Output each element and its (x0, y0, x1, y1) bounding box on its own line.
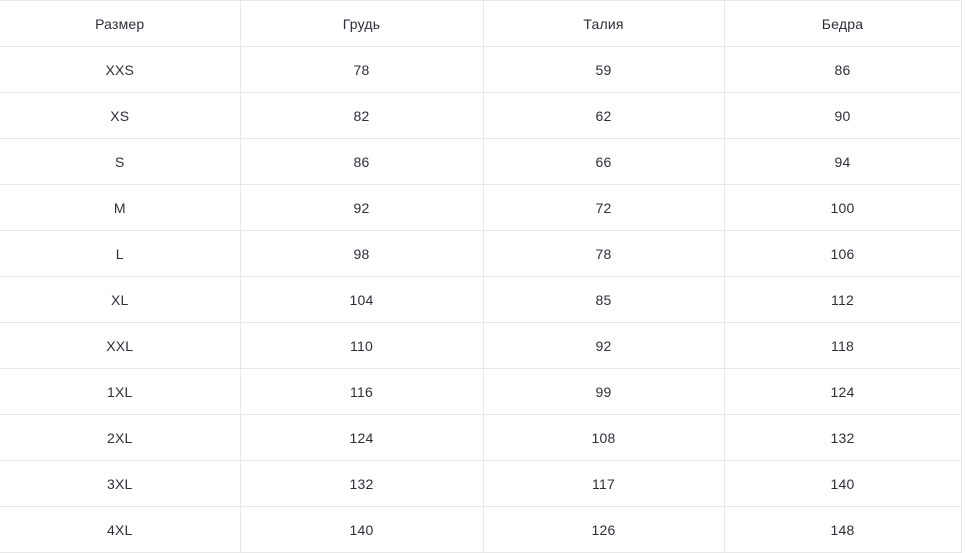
cell-hips: 100 (723, 184, 962, 231)
cell-waist: 117 (482, 460, 725, 507)
cell-size: 3XL (0, 460, 241, 507)
cell-size: S (0, 138, 241, 185)
cell-chest: 98 (239, 230, 484, 277)
cell-chest: 82 (239, 92, 484, 139)
cell-size: 4XL (0, 506, 241, 553)
cell-chest: 124 (239, 414, 484, 461)
cell-chest: 110 (239, 322, 484, 369)
cell-hips: 90 (723, 92, 962, 139)
column-header-size: Размер (0, 0, 241, 47)
cell-waist: 59 (482, 46, 725, 93)
cell-hips: 148 (723, 506, 962, 553)
cell-waist: 126 (482, 506, 725, 553)
cell-waist: 99 (482, 368, 725, 415)
cell-chest: 78 (239, 46, 484, 93)
column-header-chest: Грудь (239, 0, 484, 47)
cell-waist: 85 (482, 276, 725, 323)
cell-hips: 140 (723, 460, 962, 507)
cell-waist: 72 (482, 184, 725, 231)
table-row: S 86 66 94 (0, 138, 962, 185)
cell-size: XXL (0, 322, 241, 369)
table-row: XS 82 62 90 (0, 92, 962, 139)
cell-hips: 112 (723, 276, 962, 323)
cell-chest: 132 (239, 460, 484, 507)
cell-size: 1XL (0, 368, 241, 415)
table-row: 4XL 140 126 148 (0, 506, 962, 553)
column-header-waist: Талия (482, 0, 725, 47)
cell-chest: 92 (239, 184, 484, 231)
table-row: XL 104 85 112 (0, 276, 962, 323)
cell-size: XL (0, 276, 241, 323)
cell-size: XXS (0, 46, 241, 93)
header-row: Размер Грудь Талия Бедра (0, 0, 962, 47)
column-header-hips: Бедра (723, 0, 962, 47)
cell-waist: 66 (482, 138, 725, 185)
cell-size: XS (0, 92, 241, 139)
table-row: 1XL 116 99 124 (0, 368, 962, 415)
table-row: M 92 72 100 (0, 184, 962, 231)
cell-hips: 94 (723, 138, 962, 185)
cell-size: L (0, 230, 241, 277)
cell-hips: 132 (723, 414, 962, 461)
cell-hips: 86 (723, 46, 962, 93)
cell-waist: 78 (482, 230, 725, 277)
cell-waist: 62 (482, 92, 725, 139)
cell-hips: 124 (723, 368, 962, 415)
cell-hips: 106 (723, 230, 962, 277)
cell-chest: 140 (239, 506, 484, 553)
table-row: XXS 78 59 86 (0, 46, 962, 93)
table-row: L 98 78 106 (0, 230, 962, 277)
table-row: XXL 110 92 118 (0, 322, 962, 369)
table-row: 3XL 132 117 140 (0, 460, 962, 507)
cell-waist: 92 (482, 322, 725, 369)
cell-chest: 86 (239, 138, 484, 185)
cell-hips: 118 (723, 322, 962, 369)
cell-waist: 108 (482, 414, 725, 461)
cell-size: 2XL (0, 414, 241, 461)
table-row: 2XL 124 108 132 (0, 414, 962, 461)
cell-chest: 104 (239, 276, 484, 323)
cell-size: M (0, 184, 241, 231)
cell-chest: 116 (239, 368, 484, 415)
